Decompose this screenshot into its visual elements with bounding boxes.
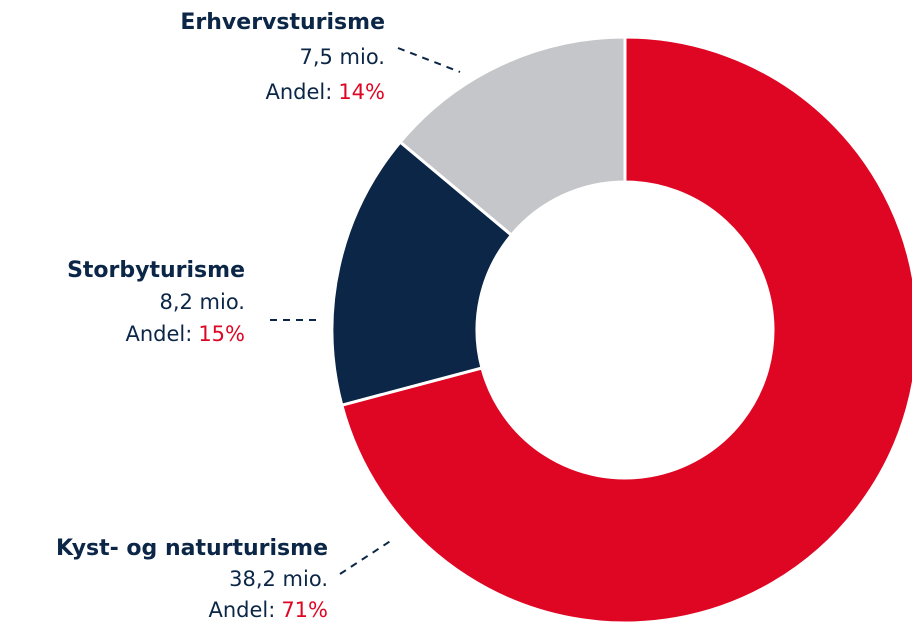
share-label: Andel: 71%	[208, 598, 328, 622]
donut-segment	[330, 139, 514, 407]
category-label: Storbyturisme	[67, 258, 245, 283]
category-label: Erhvervsturisme	[180, 10, 385, 35]
share-value: 71%	[281, 598, 328, 622]
share-label: Andel: 15%	[125, 322, 245, 346]
donut-segment	[398, 35, 627, 238]
leader-line	[397, 47, 461, 73]
value-label: 38,2 mio.	[229, 567, 328, 591]
leader-line	[339, 539, 393, 575]
value-label: 7,5 mio.	[299, 45, 385, 69]
share-value: 15%	[198, 322, 245, 346]
share-prefix: Andel:	[125, 322, 192, 346]
value-label: 8,2 mio.	[159, 290, 245, 314]
category-label: Kyst- og naturturisme	[56, 536, 328, 561]
donut-segment	[339, 35, 912, 622]
share-prefix: Andel:	[208, 598, 275, 622]
share-label: Andel: 14%	[265, 80, 385, 104]
share-prefix: Andel:	[265, 80, 332, 104]
share-value: 14%	[338, 80, 385, 104]
